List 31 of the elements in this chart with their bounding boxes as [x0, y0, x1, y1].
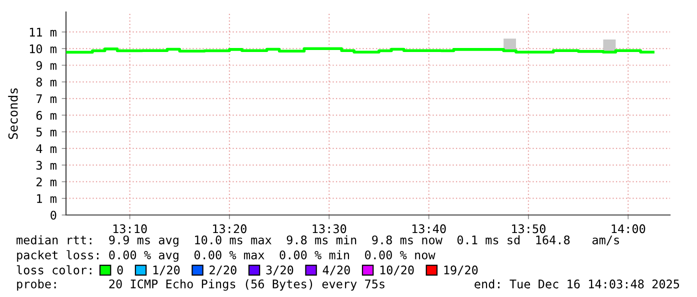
- legend-label: 1/20: [153, 266, 180, 276]
- y-tick-label: 1 m: [37, 194, 56, 203]
- legend-title: loss color:: [16, 265, 92, 274]
- x-tick-label: 13:10: [113, 224, 147, 234]
- y-tick-label: 5 m: [36, 128, 56, 136]
- text: packet loss: 0.00 % avg 0.00 % max 0.00 % min 0.00 % now: [17, 250, 436, 262]
- text: probe: 20 ICMP Echo Pings (56 Bytes) every 75s: [17, 279, 384, 291]
- y-tick-label: 0: [50, 210, 56, 220]
- x-tick-label: 13:50: [512, 224, 546, 234]
- y-tick-label: 10 m: [30, 44, 56, 54]
- y-tick-label: 4 m: [36, 144, 56, 153]
- legend-label: 2/20: [210, 266, 236, 276]
- y-axis-title: Seconds: [8, 88, 18, 139]
- y-tick-label: 11 m: [30, 28, 56, 36]
- text: median rtt: 9.9 ms avg 10.0 ms max 9.8 ms min 9.8 ms now 0.1 ms sd 164.8 am/s: [16, 235, 619, 247]
- text: end: Tue Dec 16 14:03:48 2025: [474, 279, 680, 288]
- y-tick-label: 3 m: [36, 160, 56, 170]
- legend-label: 10/20: [380, 266, 414, 276]
- y-tick-label: 7 m: [36, 94, 56, 104]
- legend-label: 3/20: [266, 266, 294, 276]
- y-tick-label: 8 m: [36, 78, 56, 87]
- x-tick-label: 14:00: [612, 224, 646, 234]
- x-tick-label: 13:20: [213, 224, 246, 234]
- y-tick-label: 9 m: [36, 61, 56, 70]
- y-tick-label: 6 m: [36, 110, 56, 120]
- legend-label: 19/20: [444, 266, 478, 276]
- y-tick-label: 2 m: [36, 177, 56, 186]
- legend-label: 0: [117, 266, 123, 274]
- x-tick-label: 13:30: [312, 224, 346, 234]
- x-tick-label: 13:40: [412, 224, 446, 234]
- legend-label: 4/20: [322, 266, 350, 276]
